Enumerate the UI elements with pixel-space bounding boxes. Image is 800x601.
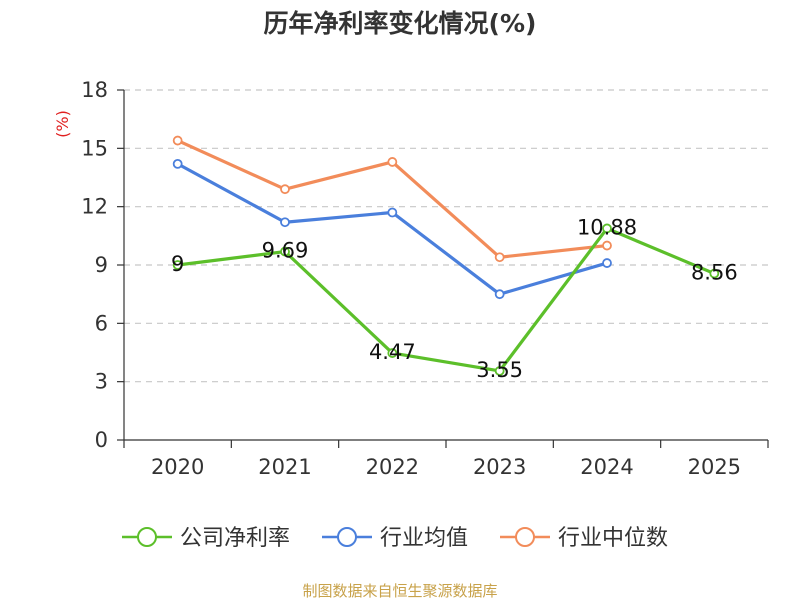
data-label: 10.88 <box>577 215 637 239</box>
data-label: 8.56 <box>691 261 738 285</box>
y-axis-unit-label: (%) <box>53 110 72 138</box>
data-point <box>709 268 720 279</box>
data-point <box>494 289 505 300</box>
data-point <box>494 252 505 263</box>
data-point <box>387 348 398 358</box>
y-tick-label: 3 <box>95 370 108 394</box>
data-point <box>387 207 398 218</box>
data-point <box>280 184 290 195</box>
data-point <box>387 157 398 167</box>
data-point <box>172 135 183 146</box>
x-tick-label: 2023 <box>473 455 526 479</box>
grid-lines <box>124 89 768 383</box>
chart-title: 历年净利率变化情况(%) <box>263 9 537 38</box>
legend-marker <box>515 527 535 547</box>
data-label: 9 <box>171 252 184 276</box>
data-point <box>172 260 183 270</box>
data-point <box>172 158 183 169</box>
series-line <box>176 162 608 296</box>
y-tick-label: 9 <box>95 253 108 277</box>
x-tick-label: 2025 <box>688 455 741 479</box>
data-labels: 9 9.69 4.47 3.55 10.88 8.56 <box>171 215 738 382</box>
y-tick-label: 18 <box>81 78 108 102</box>
y-tick-label: 12 <box>81 195 108 219</box>
data-label: 9.69 <box>262 239 309 263</box>
x-tick-label: 2020 <box>151 455 204 479</box>
legend-label: 行业中位数 <box>558 526 668 551</box>
y-tick-label: 15 <box>81 136 108 160</box>
data-point <box>494 366 505 376</box>
axes: 0 3 6 9 12 15 18 (%) 2020 2021 2022 2023 2024 2025 <box>53 78 769 479</box>
data-source-footer: 制图数据来自恒生聚源数据库 <box>302 582 498 600</box>
y-tick-label: 0 <box>95 428 108 452</box>
x-tick-label: 2021 <box>258 455 311 479</box>
y-tick-label: 6 <box>95 311 108 335</box>
legend-label: 公司净利率 <box>180 526 290 551</box>
legend-label: 行业均值 <box>380 526 468 551</box>
x-tick-label: 2022 <box>366 455 419 479</box>
legend-marker <box>137 527 157 547</box>
data-label: 3.55 <box>476 358 523 382</box>
series-lines <box>172 135 720 376</box>
data-label: 4.47 <box>369 340 416 364</box>
data-point <box>602 223 612 234</box>
data-point <box>280 246 290 257</box>
legend: 公司净利率 行业均值 行业中位数 <box>122 526 668 551</box>
data-point <box>280 217 290 228</box>
data-point <box>602 240 612 251</box>
data-point <box>602 258 612 268</box>
x-tick-label: 2024 <box>580 455 633 479</box>
legend-marker <box>337 527 357 547</box>
series-line <box>177 226 715 373</box>
